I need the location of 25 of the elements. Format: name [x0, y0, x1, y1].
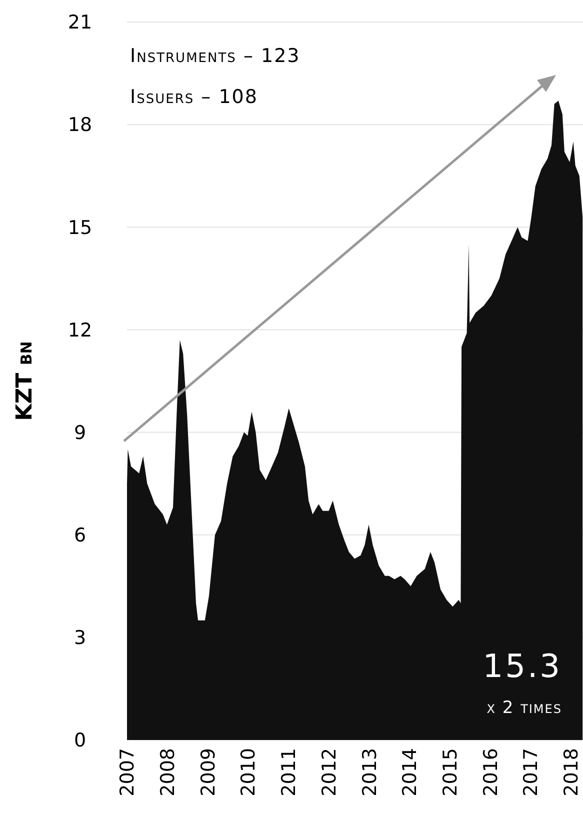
y-tick-label: 6	[74, 524, 86, 547]
x-tick-label: 2013	[358, 748, 381, 796]
x-tick-label: 2017	[520, 748, 542, 796]
y-axis-title: KZT bn	[12, 341, 38, 421]
x-tick-label: 2009	[197, 748, 220, 796]
x-tick-label: 2016	[480, 748, 502, 796]
y-tick-label: 12	[68, 319, 92, 342]
x-tick-label: 2018	[560, 748, 583, 796]
annotation: 15.3	[482, 647, 562, 685]
x-tick-label: 2010	[238, 748, 260, 796]
x-tick-label: 2015	[439, 748, 462, 796]
y-tick-label: 18	[68, 114, 92, 136]
x-tick-label: 2012	[318, 748, 340, 796]
annotation: Instruments – 123	[130, 45, 300, 67]
x-tick-label: 2008	[157, 748, 180, 796]
x-tick-label: 2014	[399, 748, 422, 796]
annotation: x 2 times	[486, 698, 562, 718]
annotation: Issuers – 108	[130, 86, 258, 108]
x-tick-label: 2011	[278, 748, 300, 796]
y-tick-label: 9	[74, 422, 86, 444]
y-tick-label: 0	[74, 730, 86, 752]
y-tick-label: 21	[68, 12, 92, 34]
x-tick-label: 2007	[116, 748, 139, 796]
y-tick-label: 15	[68, 216, 92, 239]
y-tick-label: 3	[74, 627, 86, 650]
